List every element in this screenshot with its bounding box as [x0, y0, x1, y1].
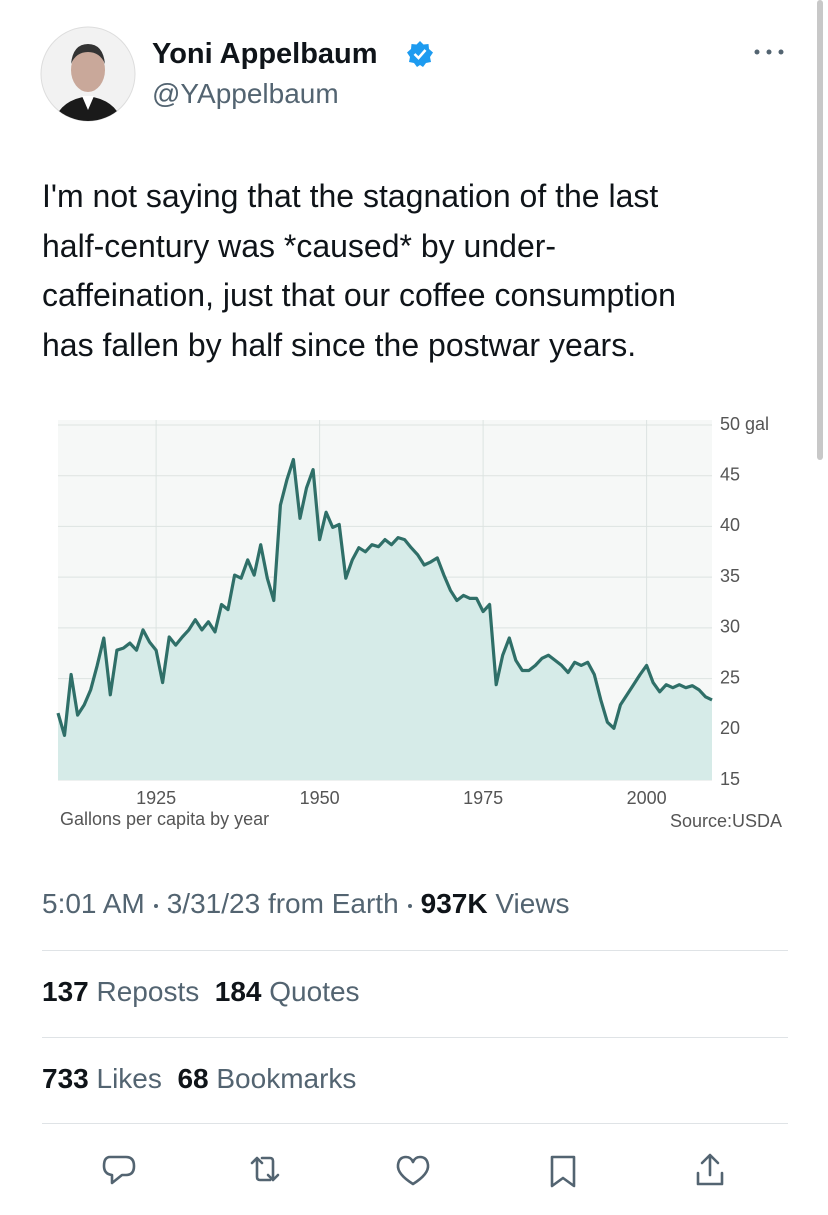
views-label: Views — [495, 888, 570, 919]
y-tick-label: 15 — [720, 769, 740, 789]
tweet-line: I'm not saying that the stagnation of th… — [42, 178, 659, 214]
tweet-meta: 5:01 AM 3/31/23 from Earth 937K Views — [42, 888, 570, 920]
tweet-line: half-century was *caused* by under- — [42, 227, 557, 264]
divider — [42, 1037, 788, 1038]
bookmarks-count: 68 — [177, 1063, 209, 1094]
repost-button[interactable] — [250, 1156, 280, 1182]
x-tick-label: 1950 — [300, 788, 340, 808]
separator — [153, 903, 158, 908]
y-tick-label: 50 gal — [720, 414, 769, 434]
divider — [42, 1123, 788, 1124]
area — [58, 459, 712, 780]
likes-count: 733 — [42, 1063, 89, 1094]
y-tick-label: 35 — [720, 566, 740, 586]
chart[interactable]: Gallons per capita by year Source:USDA 1… — [0, 400, 828, 850]
likes[interactable]: 733 Likes — [42, 1063, 162, 1094]
likes-label: Likes — [96, 1063, 162, 1094]
bookmarks[interactable]: 68 Bookmarks — [177, 1063, 356, 1094]
reposts-label: Reposts — [96, 976, 200, 1007]
x-tick-label: 1975 — [463, 788, 503, 808]
x-tick-label: 1925 — [136, 788, 176, 808]
date[interactable]: 3/31/23 — [166, 888, 261, 919]
scrollbar[interactable] — [817, 0, 823, 460]
share-button[interactable] — [696, 1153, 724, 1186]
quotes[interactable]: 184 Quotes — [215, 976, 360, 1007]
user-name[interactable]: Yoni Appelbaum — [152, 38, 378, 70]
y-tick-label: 25 — [720, 667, 740, 687]
quotes-label: Quotes — [269, 976, 360, 1007]
more-button[interactable] — [752, 46, 786, 58]
like-button[interactable] — [396, 1155, 430, 1186]
quotes-count: 184 — [214, 976, 262, 1007]
bookmark-button[interactable] — [550, 1155, 576, 1188]
verified-badge — [407, 41, 433, 67]
x-axis-label: Gallons per capita by year — [60, 809, 269, 829]
separator — [407, 903, 412, 908]
tweet-line: has fallen by half since the postwar yea… — [42, 326, 637, 363]
stats-row: 733 Likes 68 Bookmarks — [42, 1063, 356, 1095]
line — [56, 457, 713, 737]
y-tick-label: 30 — [720, 617, 740, 637]
stats-row: 137 Reposts 184 Quotes — [42, 976, 360, 1008]
avatar[interactable] — [40, 26, 136, 122]
action-bar — [102, 1153, 724, 1188]
reply-button[interactable] — [102, 1155, 136, 1185]
y-tick-label: 40 — [720, 515, 740, 535]
views-count: 937K — [420, 888, 488, 919]
y-tick-label: 45 — [720, 464, 740, 484]
divider — [42, 950, 788, 951]
y-tick-label: 20 — [720, 718, 740, 738]
source: Source:USDA — [670, 811, 782, 831]
time[interactable]: 5:01 AM — [42, 888, 145, 919]
source: from Earth — [267, 888, 399, 919]
tweet-line: caffeination, just that our coffee consu… — [42, 277, 676, 313]
reposts-count: 137 — [42, 976, 89, 1007]
bookmarks-label: Bookmarks — [216, 1063, 357, 1094]
x-tick-label: 2000 — [627, 788, 667, 808]
user-handle[interactable]: @YAppelbaum — [152, 78, 339, 109]
reposts[interactable]: 137 Reposts — [42, 976, 199, 1007]
